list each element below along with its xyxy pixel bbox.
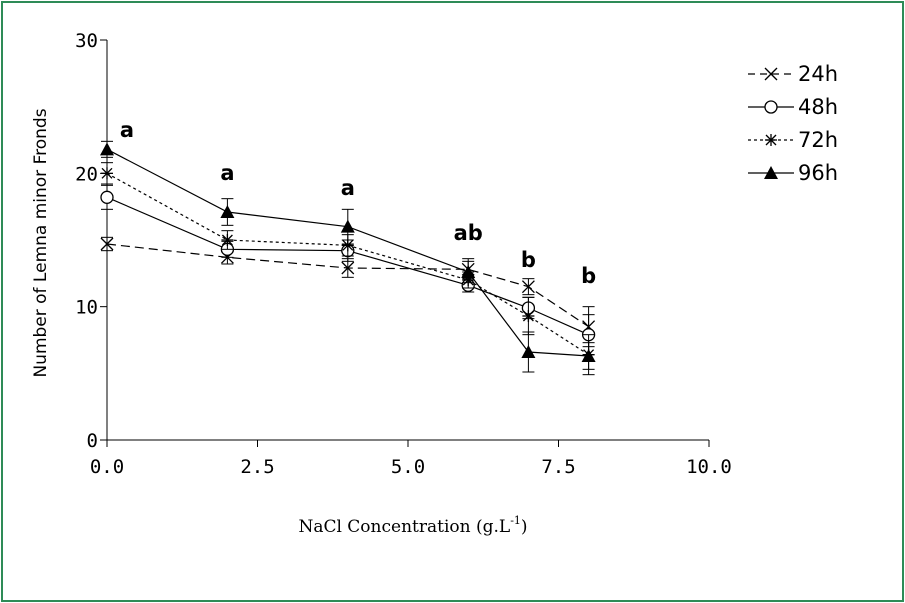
significance-label: a xyxy=(341,176,355,200)
data-point xyxy=(521,280,535,294)
significance-label: b xyxy=(521,248,536,272)
y-tick-label: 20 xyxy=(75,163,98,185)
x-axis-title-suffix: ) xyxy=(521,517,528,537)
legend-label: 48h xyxy=(798,95,838,119)
legend-marker xyxy=(764,100,778,114)
data-point xyxy=(101,167,113,180)
y-axis-title: Number of Lemna minor Fronds xyxy=(31,108,51,377)
x-axis-title-main: NaCl Concentration (g.L xyxy=(298,517,510,537)
legend-item-24h: 24h xyxy=(748,62,838,86)
legend-label: 72h xyxy=(798,128,838,152)
significance-label: a xyxy=(120,118,134,142)
legend-label: 24h xyxy=(798,62,838,86)
series-line-96h xyxy=(106,148,589,357)
data-point xyxy=(341,239,354,252)
series-line-72h xyxy=(106,172,589,356)
x-tick-label: 7.5 xyxy=(541,456,575,478)
series-line-48h xyxy=(106,196,589,336)
x-tick-label: 2.5 xyxy=(240,456,274,478)
series-96h xyxy=(100,140,596,373)
x-tick-label: 0.0 xyxy=(90,456,124,478)
legend: 24h 48h 72h 96h xyxy=(748,62,838,185)
data-point xyxy=(100,142,114,156)
x-tick-label: 10.0 xyxy=(686,456,732,478)
data-point xyxy=(581,349,596,362)
series-line-24h xyxy=(106,243,589,328)
data-point xyxy=(522,310,535,322)
y-tick-label: 0 xyxy=(87,430,98,452)
data-point xyxy=(220,205,235,218)
significance-label: a xyxy=(220,161,234,185)
data-point xyxy=(461,265,476,278)
legend-item-96h: 96h xyxy=(748,161,838,185)
data-point xyxy=(221,234,234,246)
legend-item-48h: 48h xyxy=(748,95,838,119)
legend-marker xyxy=(764,166,778,179)
series-layer xyxy=(100,140,596,376)
data-point xyxy=(341,261,355,275)
annotation-layer: a a a ab b b xyxy=(120,118,596,288)
y-tick-label: 10 xyxy=(75,297,98,319)
x-tick-label: 5.0 xyxy=(391,456,425,478)
data-point xyxy=(340,219,355,233)
significance-label: ab xyxy=(454,221,483,245)
x-axis-title: NaCl Concentration (g.L-1) xyxy=(298,514,527,537)
legend-label: 96h xyxy=(798,161,838,185)
y-axis: 0 10 20 30 xyxy=(75,30,108,452)
significance-label: b xyxy=(581,264,596,288)
data-point xyxy=(521,345,536,358)
legend-marker xyxy=(765,134,777,146)
x-axis-title-superscript: -1 xyxy=(510,514,521,527)
legend-marker xyxy=(764,67,778,81)
x-axis: 0.0 2.5 5.0 7.5 10.0 xyxy=(90,439,732,478)
data-point xyxy=(100,190,114,204)
data-point xyxy=(100,237,114,251)
y-tick-label: 30 xyxy=(75,30,98,52)
legend-item-72h: 72h xyxy=(748,128,838,152)
